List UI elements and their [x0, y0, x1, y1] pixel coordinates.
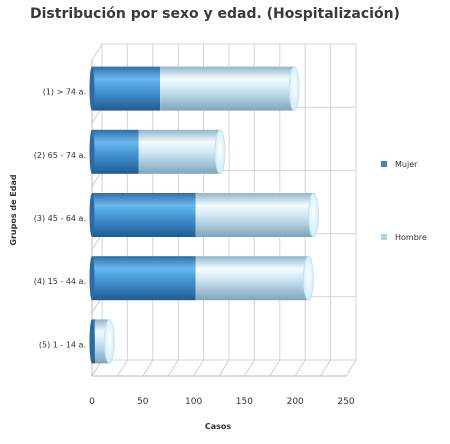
- bar-mujer: [92, 256, 196, 301]
- bar-hombre: [195, 193, 314, 237]
- grid-line-depth: [294, 359, 306, 377]
- x-tick-label: 150: [236, 397, 253, 407]
- bar-start-cap: [89, 193, 95, 237]
- x-tick-label: 250: [337, 397, 354, 407]
- bar-mujer: [92, 129, 139, 174]
- grid-line-depth: [243, 359, 255, 377]
- bar-start-cap: [89, 66, 95, 111]
- bar-end-cap: [288, 66, 300, 111]
- legend-swatch: [381, 234, 387, 240]
- grid-line-depth: [269, 359, 281, 377]
- grid-line-depth: [91, 43, 103, 61]
- category-label: (1) > 74 a.: [43, 88, 86, 97]
- x-axis-title: Casos: [205, 422, 232, 431]
- bar-end-cap: [308, 192, 319, 238]
- grid-line-depth: [218, 359, 230, 377]
- bar-end-cap: [214, 129, 226, 175]
- y-axis-title: Grupos de Edad: [9, 174, 18, 246]
- chart-title: Distribución por sexo y edad. (Hospitali…: [30, 6, 400, 22]
- category-label: (4) 15 - 44 a.: [34, 277, 86, 286]
- bar-start-cap: [89, 129, 95, 174]
- bars: [89, 66, 319, 364]
- legend-swatch: [381, 161, 387, 167]
- grid-line-depth: [167, 359, 179, 377]
- bar-hombre: [160, 66, 295, 111]
- legend-label: Mujer: [395, 160, 418, 169]
- legend-label: Hombre: [395, 233, 427, 242]
- category-label: (5) 1 - 14 a.: [39, 340, 86, 349]
- bar-mujer: [92, 193, 196, 237]
- bar-start-cap: [89, 256, 95, 301]
- bar-mujer: [92, 66, 161, 111]
- x-tick-label: 0: [89, 397, 95, 407]
- bar-end-cap: [103, 318, 115, 364]
- x-tick-label: 100: [185, 397, 202, 407]
- grid-line-depth: [320, 359, 332, 377]
- bar-start-cap: [89, 319, 95, 364]
- grid-line-depth: [142, 359, 154, 377]
- bar-hombre: [138, 129, 221, 174]
- grid-line-depth: [116, 359, 128, 377]
- bar-hombre: [195, 256, 309, 301]
- grid-line-depth: [193, 359, 205, 377]
- grid-line-depth: [345, 359, 357, 377]
- category-label: (2) 65 - 74 a.: [34, 151, 86, 160]
- axis-labels: 0 50 100 150 200 250 (1) > 74 a. (2) 65 - 74 a.…: [34, 88, 355, 407]
- legend: Mujer Hombre: [381, 160, 427, 242]
- x-tick-label: 50: [137, 397, 149, 407]
- category-label: (3) 45 - 64 a.: [34, 214, 86, 223]
- x-tick-label: 200: [287, 397, 304, 407]
- bar-end-cap: [303, 255, 314, 301]
